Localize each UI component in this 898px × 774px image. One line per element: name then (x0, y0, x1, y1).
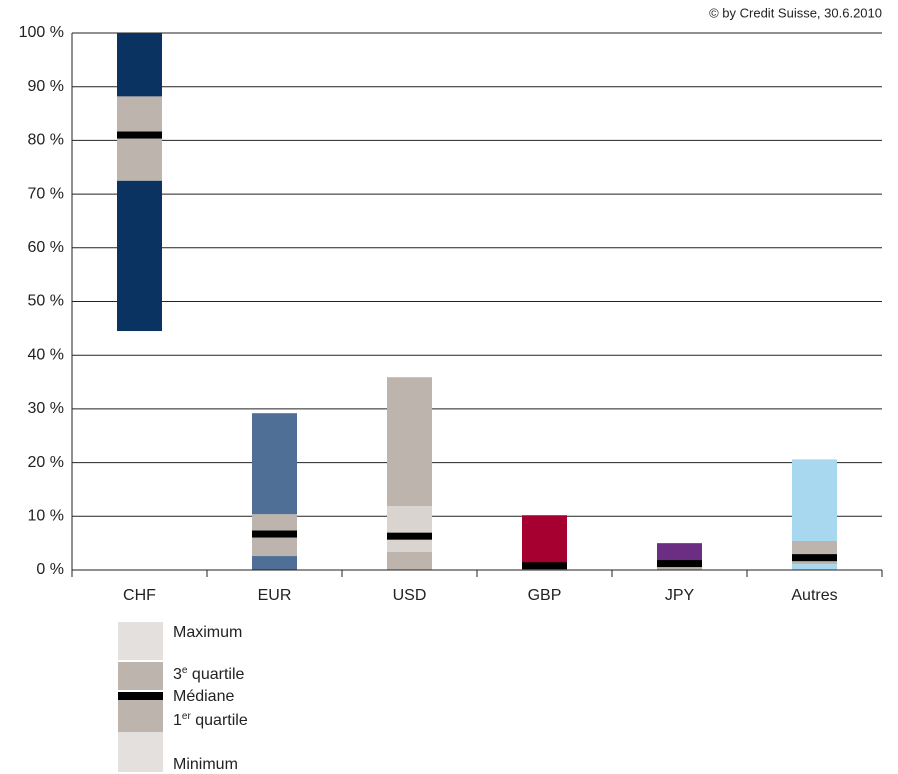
y-tick-label: 0 % (36, 561, 64, 578)
y-tick-label: 30 % (28, 400, 64, 417)
legend-label: Minimum (173, 756, 238, 773)
x-tick-label: GBP (528, 587, 562, 604)
y-tick-label: 40 % (28, 346, 64, 363)
y-tick-label: 90 % (28, 78, 64, 95)
x-tick-label: Autres (791, 587, 837, 604)
legend-swatch (118, 622, 163, 660)
x-tick-label: EUR (258, 587, 292, 604)
legend-label-part: Médiane (173, 688, 234, 705)
lower-range (117, 180, 162, 332)
legend-label-part: Maximum (173, 624, 242, 641)
legend-swatch (118, 700, 163, 732)
upper-range (522, 515, 567, 564)
legend-label-part: 1 (173, 712, 182, 729)
y-tick-label: 100 % (19, 24, 64, 41)
y-tick-label: 70 % (28, 185, 64, 202)
legend-swatch (118, 732, 163, 772)
median (522, 562, 567, 570)
legend-swatch (118, 692, 163, 700)
upper-range (387, 377, 432, 507)
box (387, 506, 432, 552)
x-tick-label: USD (393, 587, 427, 604)
lower-range (387, 551, 432, 570)
y-tick-label: 60 % (28, 239, 64, 256)
median (252, 530, 297, 538)
median (117, 131, 162, 139)
source: © by Credit Suisse, 30.6.2010 (709, 5, 882, 20)
upper-range (252, 413, 297, 515)
y-tick-label: 20 % (28, 454, 64, 471)
y-tick-label: 80 % (28, 132, 64, 149)
legend-label-part: Minimum (173, 756, 238, 773)
legend-label: 1er quartile (173, 711, 248, 730)
median (387, 532, 432, 540)
legend-label: Maximum (173, 624, 242, 641)
upper-range (657, 543, 702, 561)
legend-label-part: e (182, 665, 188, 676)
upper-range (792, 459, 837, 542)
legend-swatch (118, 662, 163, 690)
legend-label-part: er (182, 711, 192, 722)
x-tick-label: CHF (123, 587, 156, 604)
median (657, 560, 702, 568)
median (792, 554, 837, 562)
legend-label-part: quartile (191, 712, 248, 729)
lower-range (252, 556, 297, 570)
y-tick-label: 10 % (28, 508, 64, 525)
legend-label-part: 3 (173, 666, 182, 683)
upper-range (117, 33, 162, 97)
legend-label: 3e quartile (173, 665, 244, 684)
legend-label: Médiane (173, 688, 234, 705)
y-tick-label: 50 % (28, 293, 64, 310)
x-tick-label: JPY (665, 587, 695, 604)
legend-label-part: quartile (187, 666, 244, 683)
lower-range (792, 564, 837, 570)
